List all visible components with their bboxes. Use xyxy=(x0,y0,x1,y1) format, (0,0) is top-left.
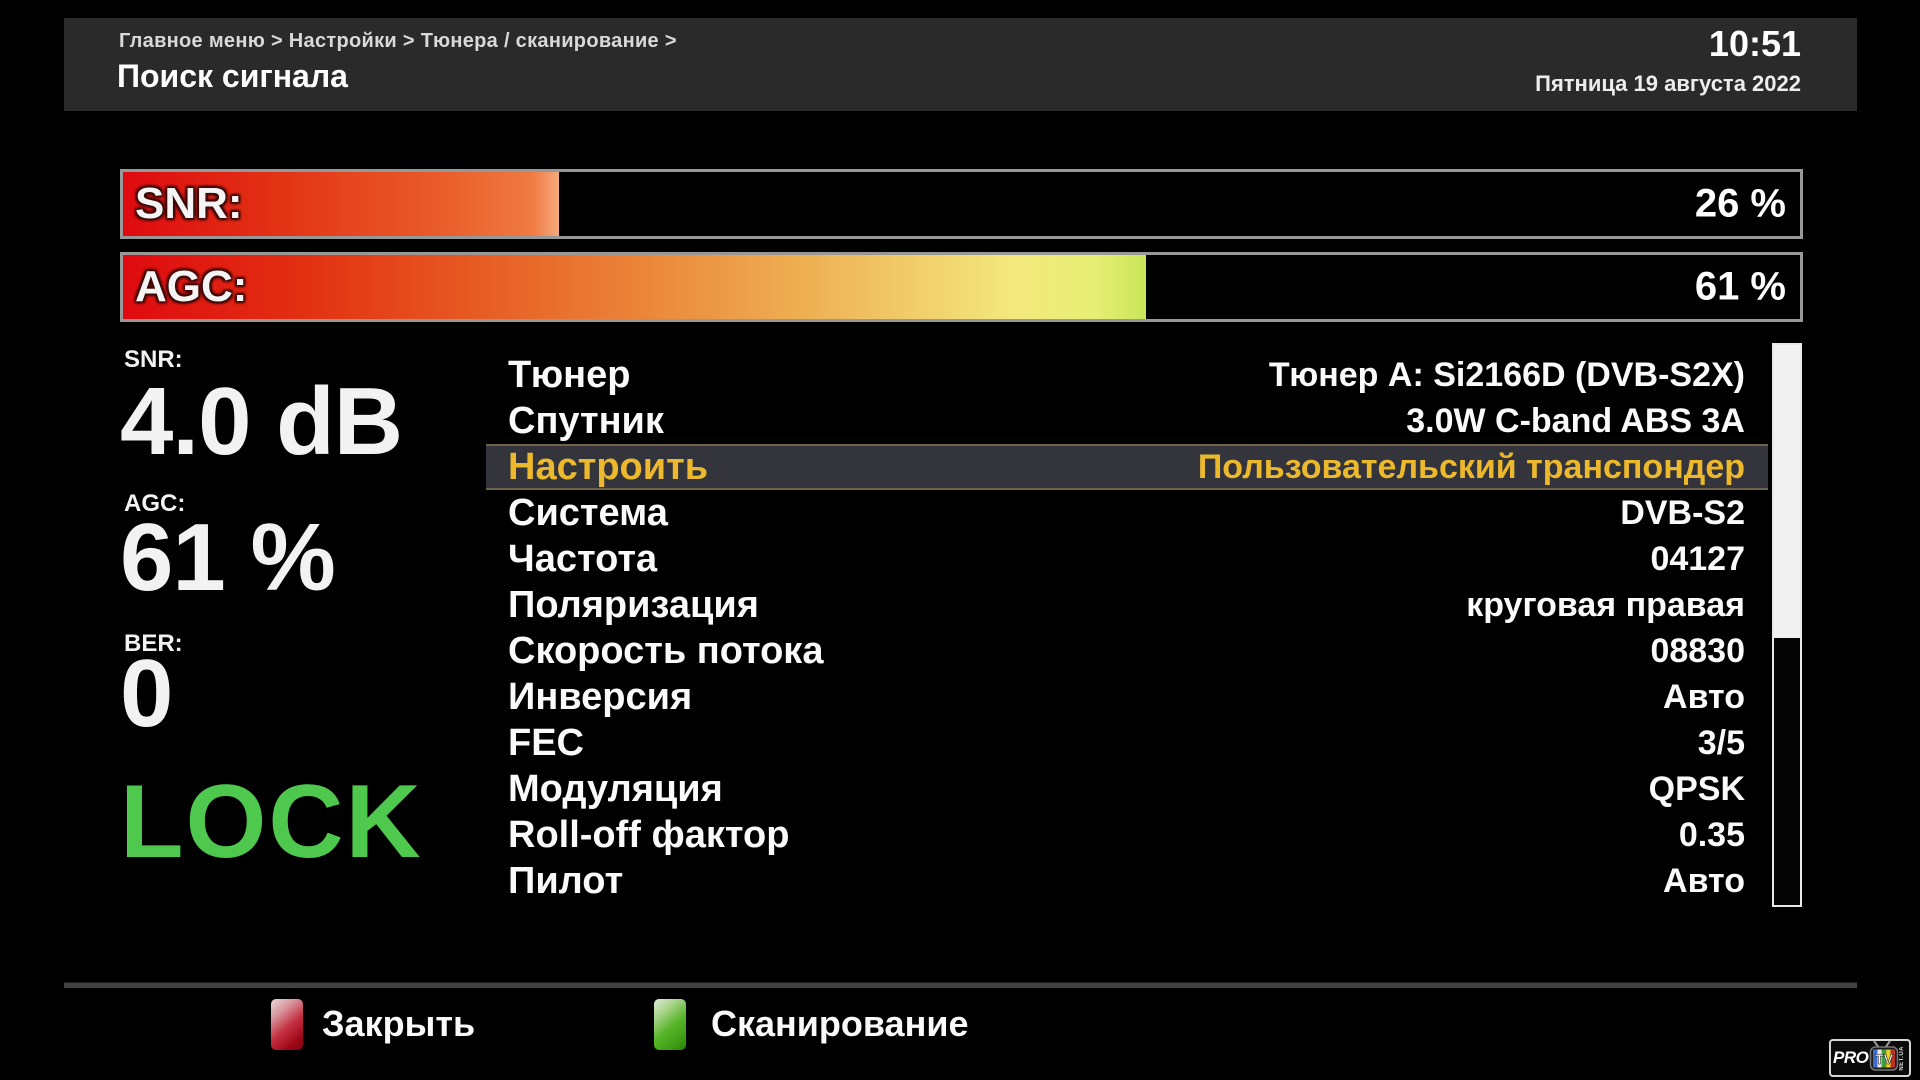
settings-row[interactable]: FEC 3/5 xyxy=(486,720,1768,766)
agc-bar-label: AGC: xyxy=(135,262,248,311)
scrollbar-thumb[interactable] xyxy=(1774,345,1800,638)
scan-button[interactable]: Сканирование xyxy=(711,1003,969,1044)
settings-row[interactable]: Скорость потока 08830 xyxy=(486,628,1768,674)
settings-row-label: Скорость потока xyxy=(508,629,824,672)
settings-row-label: Тюнер xyxy=(508,353,631,396)
header-bar: Главное меню > Настройки > Тюнера / скан… xyxy=(64,18,1857,111)
settings-row-value: 08830 xyxy=(1650,631,1745,670)
settings-row[interactable]: Тюнер Тюнер A: Si2166D (DVB-S2X) xyxy=(486,352,1768,398)
settings-row[interactable]: Roll-off фактор 0.35 xyxy=(486,812,1768,858)
settings-row-label: Спутник xyxy=(508,399,664,442)
settings-row-label: Система xyxy=(508,491,668,534)
settings-row-label: Roll-off фактор xyxy=(508,813,790,856)
snr-progress-bar: SNR: 26 % xyxy=(120,169,1803,239)
settings-row-value: 3/5 xyxy=(1697,723,1745,762)
snr-stat-label: SNR: xyxy=(124,346,183,373)
agc-stat-label: AGC: xyxy=(124,490,186,517)
settings-row-value: Пользовательский транспондер xyxy=(1197,447,1745,486)
settings-row[interactable]: Модуляция QPSK xyxy=(486,766,1768,812)
snr-bar-value: 26 % xyxy=(1694,181,1786,226)
settings-row-label: Пилот xyxy=(508,859,624,902)
snr-bar-fill xyxy=(123,172,560,236)
agc-stat-value: 61 % xyxy=(120,504,336,611)
snr-stat-value: 4.0 dB xyxy=(120,368,403,475)
settings-row-value: DVB-S2 xyxy=(1620,493,1745,532)
settings-row-label: Модуляция xyxy=(508,767,723,810)
settings-row-value: Тюнер A: Si2166D (DVB-S2X) xyxy=(1268,355,1745,394)
settings-row-label: Поляризация xyxy=(508,583,759,626)
settings-scrollbar[interactable] xyxy=(1772,343,1802,907)
snr-bar-label: SNR: xyxy=(135,179,243,228)
settings-row-value: Авто xyxy=(1663,677,1745,716)
settings-row[interactable]: Система DVB-S2 xyxy=(486,490,1768,536)
settings-row-value: 3.0W C-band ABS 3A xyxy=(1406,401,1745,440)
agc-bar-fill xyxy=(123,255,1146,319)
settings-row[interactable]: Инверсия Авто xyxy=(486,674,1768,720)
settings-row-label: FEC xyxy=(508,721,584,764)
settings-row[interactable]: Спутник 3.0W C-band ABS 3A xyxy=(486,398,1768,444)
ber-stat-label: BER: xyxy=(124,630,183,657)
agc-progress-bar: AGC: 61 % xyxy=(120,252,1803,322)
svg-text:TV: TV xyxy=(1875,1051,1894,1067)
clock: 10:51 Пятница 19 августа 2022 xyxy=(1535,24,1801,96)
tv-icon: TV xyxy=(1869,1039,1899,1078)
settings-row-value: круговая правая xyxy=(1466,585,1745,624)
logo-pro-text: PRO xyxy=(1833,1048,1869,1067)
page-title: Поиск сигнала xyxy=(117,58,348,94)
settings-row[interactable]: Пилот Авто xyxy=(486,858,1768,904)
settings-list: Тюнер Тюнер A: Si2166D (DVB-S2X) Спутник… xyxy=(486,352,1768,904)
agc-bar-value: 61 % xyxy=(1694,264,1786,309)
protv-logo: PRO TV NET.UA xyxy=(1829,1039,1911,1077)
logo-side-text: NET.UA xyxy=(1899,1045,1906,1071)
breadcrumb: Главное меню > Настройки > Тюнера / скан… xyxy=(119,30,677,52)
settings-row-value: 0.35 xyxy=(1678,815,1745,854)
settings-row-value: 04127 xyxy=(1650,539,1745,578)
lock-status-badge: LOCK xyxy=(120,764,423,880)
settings-row-label: Частота xyxy=(508,537,658,580)
settings-row-label: Настроить xyxy=(508,445,709,488)
settings-row-value: Авто xyxy=(1663,861,1745,900)
close-button[interactable]: Закрыть xyxy=(322,1003,476,1044)
settings-row-value: QPSK xyxy=(1648,769,1745,808)
settings-row[interactable]: Настроить Пользовательский транспондер xyxy=(486,444,1768,490)
settings-row[interactable]: Частота 04127 xyxy=(486,536,1768,582)
settings-row-label: Инверсия xyxy=(508,675,693,718)
footer-separator xyxy=(64,982,1857,988)
clock-date: Пятница 19 августа 2022 xyxy=(1535,71,1801,96)
clock-time: 10:51 xyxy=(1708,23,1801,64)
red-key-icon[interactable] xyxy=(271,999,303,1050)
green-key-icon[interactable] xyxy=(654,999,686,1050)
settings-row[interactable]: Поляризация круговая правая xyxy=(486,582,1768,628)
ber-stat-value: 0 xyxy=(120,640,173,747)
